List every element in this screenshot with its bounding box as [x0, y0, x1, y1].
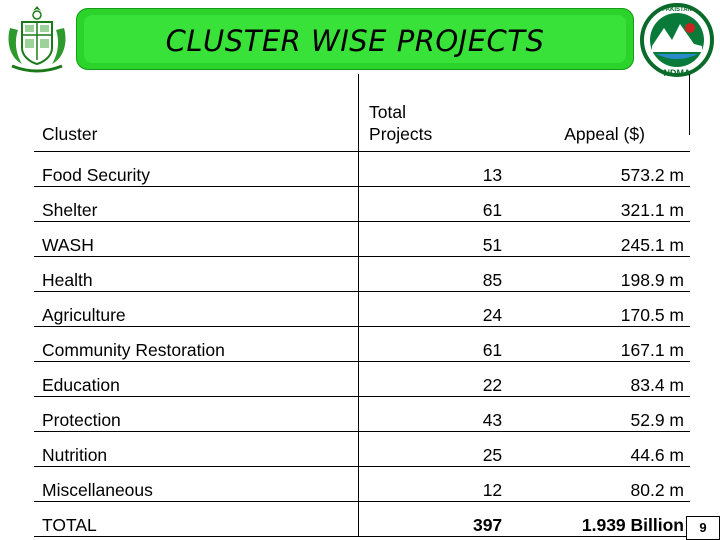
ndma-logo-bottom-text: NDMA	[664, 68, 691, 78]
table-row: Protection 43 52.9 m	[34, 396, 690, 432]
cluster-projects-table: Cluster Total Projects Appeal ($) Food S…	[34, 74, 690, 537]
row-cluster: Agriculture	[34, 291, 360, 327]
row-appeal: 83.4 m	[505, 361, 690, 397]
table-row: Food Security 13 573.2 m	[34, 151, 690, 187]
row-appeal: 573.2 m	[505, 151, 690, 187]
row-cluster: Nutrition	[34, 431, 360, 467]
table-row: Health 85 198.9 m	[34, 256, 690, 292]
row-total: 85	[358, 256, 506, 292]
row-appeal: 245.1 m	[505, 221, 690, 257]
table-total-row: TOTAL 397 1.939 Billion	[34, 501, 690, 537]
row-total: 25	[358, 431, 506, 467]
table-header-row: Cluster Total Projects Appeal ($)	[34, 74, 690, 152]
row-cluster: Community Restoration	[34, 326, 360, 362]
table-row: Agriculture 24 170.5 m	[34, 291, 690, 327]
ndma-logo-top-text: PAKISTAN	[662, 7, 692, 13]
table-row: Community Restoration 61 167.1 m	[34, 326, 690, 362]
page-number: 9	[686, 516, 720, 540]
header-total-projects: Total Projects	[358, 74, 506, 152]
table-row: Miscellaneous 12 80.2 m	[34, 466, 690, 502]
ndma-logo: PAKISTAN NDMA	[640, 3, 714, 78]
header-appeal: Appeal ($)	[505, 74, 690, 152]
row-appeal: 198.9 m	[505, 256, 690, 292]
title-banner: CLUSTER WISE PROJECTS	[76, 8, 634, 70]
row-total: 12	[358, 466, 506, 502]
row-total: 24	[358, 291, 506, 327]
row-cluster: Protection	[34, 396, 360, 432]
row-cluster: Education	[34, 361, 360, 397]
total-projects: 397	[358, 501, 506, 537]
row-cluster: Health	[34, 256, 360, 292]
header-cluster: Cluster	[34, 74, 360, 152]
row-appeal: 167.1 m	[505, 326, 690, 362]
total-label: TOTAL	[34, 501, 360, 537]
row-appeal: 80.2 m	[505, 466, 690, 502]
row-cluster: Shelter	[34, 186, 360, 222]
row-appeal: 44.6 m	[505, 431, 690, 467]
row-total: 61	[358, 326, 506, 362]
row-cluster: WASH	[34, 221, 360, 257]
row-appeal: 170.5 m	[505, 291, 690, 327]
row-total: 43	[358, 396, 506, 432]
row-appeal: 321.1 m	[505, 186, 690, 222]
row-total: 51	[358, 221, 506, 257]
table-row: Nutrition 25 44.6 m	[34, 431, 690, 467]
row-appeal: 52.9 m	[505, 396, 690, 432]
table-row: Shelter 61 321.1 m	[34, 186, 690, 222]
state-emblem-logo	[8, 6, 66, 73]
page-title: CLUSTER WISE PROJECTS	[165, 24, 545, 58]
header-right-border	[689, 74, 690, 135]
row-total: 13	[358, 151, 506, 187]
row-cluster: Miscellaneous	[34, 466, 360, 502]
row-total: 22	[358, 361, 506, 397]
row-cluster: Food Security	[34, 151, 360, 187]
header-total-line1: Total	[369, 102, 406, 122]
header-total-line2: Projects	[369, 124, 433, 144]
table-row: Education 22 83.4 m	[34, 361, 690, 397]
row-total: 61	[358, 186, 506, 222]
table-row: WASH 51 245.1 m	[34, 221, 690, 257]
total-appeal: 1.939 Billion	[505, 501, 690, 537]
banner-inner	[84, 15, 626, 63]
